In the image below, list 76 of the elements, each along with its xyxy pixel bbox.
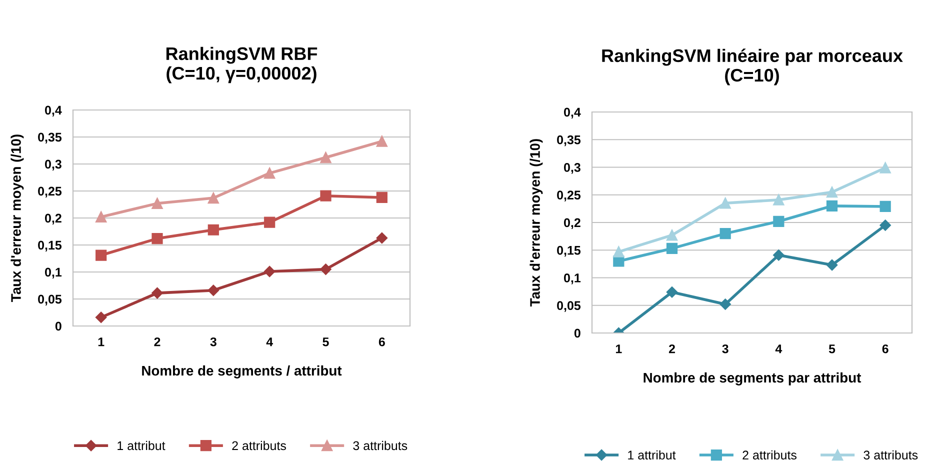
- point: [320, 264, 332, 275]
- point: [264, 216, 276, 228]
- point: [880, 162, 891, 174]
- point: [826, 186, 838, 198]
- point: [376, 136, 388, 147]
- legend-label: 2 attributs: [742, 450, 796, 460]
- point: [96, 211, 107, 222]
- x-tick-label: 6: [378, 337, 385, 346]
- x-tick-label: 2: [668, 344, 675, 354]
- y-tick-label: 0,3: [45, 160, 62, 170]
- point: [95, 312, 107, 323]
- y-tick-label: 0,05: [557, 301, 581, 312]
- point: [773, 194, 784, 206]
- point: [826, 200, 838, 212]
- y-tick-label: 0,1: [45, 268, 62, 278]
- point: [264, 168, 276, 179]
- y-tick-label: 0,15: [38, 240, 62, 252]
- x-tick-label: 5: [828, 344, 836, 354]
- point: [773, 216, 784, 227]
- x-tick-label: 1: [616, 344, 622, 354]
- y-tick-label: 0,3: [564, 163, 580, 174]
- legend-label: 1 attribut: [118, 440, 166, 450]
- point: [376, 192, 388, 204]
- point: [666, 230, 678, 241]
- point: [613, 246, 624, 258]
- y-tick-label: 0,1: [564, 274, 581, 284]
- point: [666, 286, 678, 298]
- y-tick-label: 0,05: [38, 294, 62, 306]
- x-tick-label: 4: [775, 344, 782, 354]
- point: [720, 198, 731, 209]
- y-tick-label: 0,25: [38, 186, 62, 198]
- y-tick-label: 0,2: [45, 214, 62, 224]
- point: [720, 228, 731, 240]
- point: [773, 249, 784, 261]
- x-tick-label: 5: [322, 338, 329, 346]
- y-tick-label: 0,2: [564, 218, 580, 229]
- legend-label: 1 attribut: [628, 450, 676, 460]
- point: [152, 198, 163, 209]
- legend-label: 3 attributs: [353, 440, 408, 450]
- y-axis-title: Taux d'erreur moyen (/10): [10, 134, 24, 302]
- y-axis-title: Taux d'erreur moyen (/10): [530, 139, 543, 306]
- chart-title: RankingSVM RBF (C=10, γ=0,00002): [166, 46, 318, 84]
- point: [152, 287, 163, 299]
- point: [880, 220, 891, 231]
- point: [208, 224, 219, 236]
- point: [264, 266, 276, 278]
- y-tick-label: 0: [574, 328, 580, 338]
- point: [666, 242, 678, 254]
- x-tick-label: 2: [154, 337, 160, 346]
- y-tick-label: 0,25: [557, 190, 581, 202]
- y-tick-label: 0,15: [557, 246, 581, 257]
- x-tick-label: 3: [722, 344, 728, 354]
- x-tick-label: 3: [210, 337, 216, 346]
- point: [720, 298, 731, 310]
- y-tick-label: 0,35: [38, 132, 62, 144]
- point: [376, 232, 388, 244]
- point: [320, 190, 332, 202]
- y-tick-label: 0,4: [45, 106, 62, 116]
- point: [208, 192, 219, 204]
- point: [826, 259, 838, 271]
- y-tick-label: 0,4: [564, 108, 581, 118]
- point: [208, 284, 220, 296]
- point: [320, 152, 332, 164]
- point: [880, 200, 891, 212]
- x-tick-label: 4: [266, 338, 273, 346]
- chart-title: RankingSVM linéaire par morceaux (C=10): [602, 48, 903, 86]
- y-tick-label: 0: [55, 322, 62, 331]
- legend-label: 2 attributs: [232, 440, 286, 450]
- legend-label: 3 attributs: [864, 450, 918, 460]
- point: [96, 250, 107, 261]
- y-tick-label: 0,35: [557, 135, 581, 146]
- x-axis-title: Nombre de segments par attribut: [644, 372, 862, 386]
- x-tick-label: 6: [882, 344, 888, 354]
- x-axis-title: Nombre de segments / attribut: [142, 365, 342, 378]
- x-tick-label: 1: [98, 338, 104, 346]
- point: [152, 232, 163, 244]
